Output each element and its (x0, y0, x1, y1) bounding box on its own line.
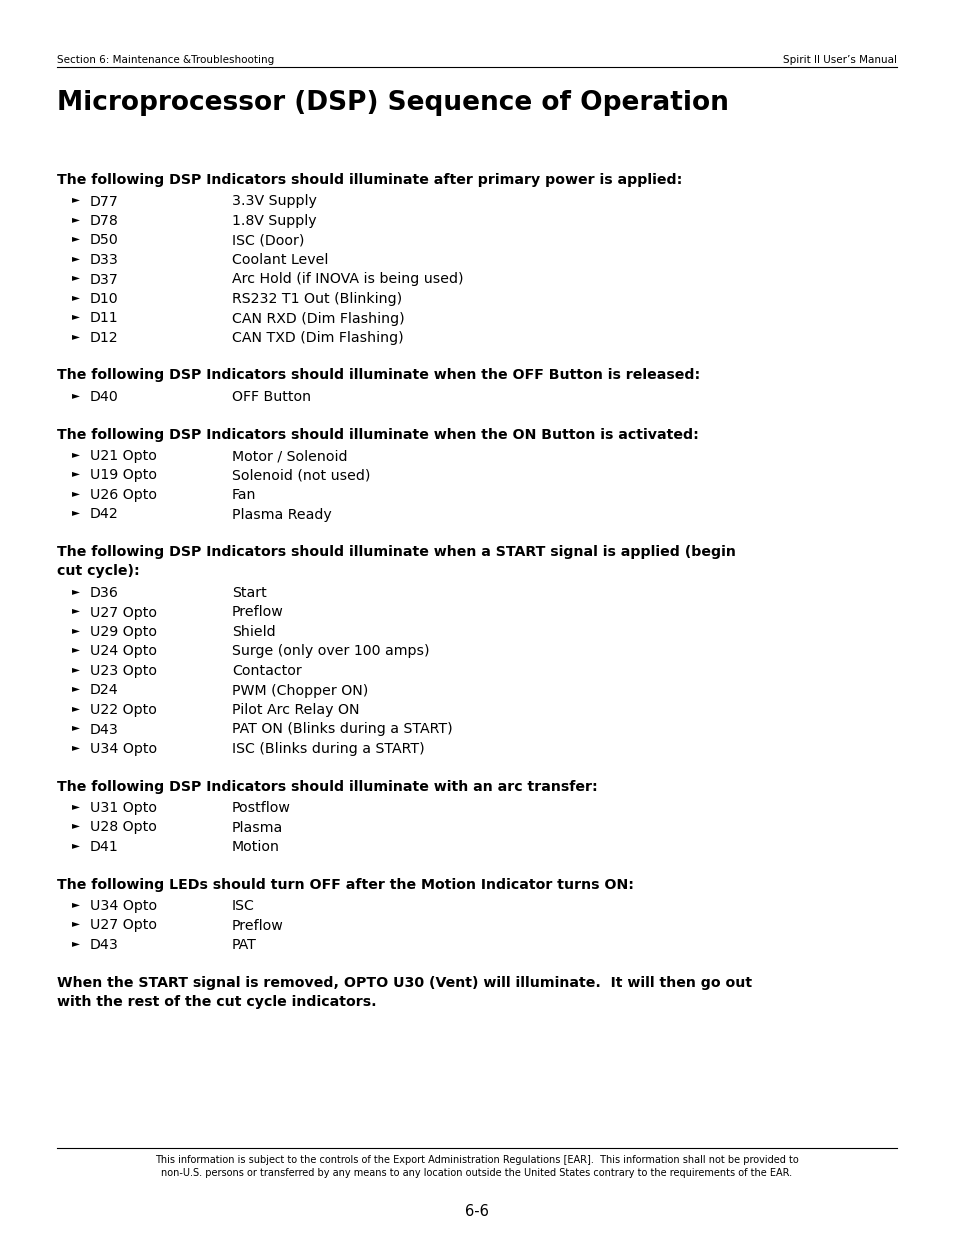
Text: U27 Opto: U27 Opto (90, 605, 157, 620)
Text: D42: D42 (90, 508, 118, 521)
Text: OFF Button: OFF Button (232, 390, 311, 404)
Text: Arc Hold (if INOVA is being used): Arc Hold (if INOVA is being used) (232, 273, 463, 287)
Text: ►: ► (71, 450, 80, 459)
Text: D36: D36 (90, 585, 119, 600)
Text: ►: ► (71, 214, 80, 224)
Text: D24: D24 (90, 683, 118, 698)
Text: Preflow: Preflow (232, 605, 283, 620)
Text: U24 Opto: U24 Opto (90, 645, 157, 658)
Text: U27 Opto: U27 Opto (90, 919, 157, 932)
Text: D11: D11 (90, 311, 118, 326)
Text: D10: D10 (90, 291, 118, 306)
Text: U22 Opto: U22 Opto (90, 703, 156, 718)
Text: PWM (Chopper ON): PWM (Chopper ON) (232, 683, 368, 698)
Text: ►: ► (71, 802, 80, 811)
Text: Preflow: Preflow (232, 919, 283, 932)
Text: cut cycle):: cut cycle): (57, 564, 139, 578)
Text: D12: D12 (90, 331, 118, 345)
Text: U29 Opto: U29 Opto (90, 625, 157, 638)
Text: ►: ► (71, 468, 80, 478)
Text: ISC (Blinks during a START): ISC (Blinks during a START) (232, 742, 424, 756)
Text: ►: ► (71, 899, 80, 909)
Text: ►: ► (71, 253, 80, 263)
Text: ►: ► (71, 605, 80, 615)
Text: Spirit II User’s Manual: Spirit II User’s Manual (782, 56, 896, 65)
Text: Postflow: Postflow (232, 802, 291, 815)
Text: 3.3V Supply: 3.3V Supply (232, 194, 316, 209)
Text: D43: D43 (90, 722, 119, 736)
Text: CAN TXD (Dim Flashing): CAN TXD (Dim Flashing) (232, 331, 403, 345)
Text: Surge (only over 100 amps): Surge (only over 100 amps) (232, 645, 429, 658)
Text: Section 6: Maintenance &Troubleshooting: Section 6: Maintenance &Troubleshooting (57, 56, 274, 65)
Text: U19 Opto: U19 Opto (90, 468, 157, 483)
Text: 1.8V Supply: 1.8V Supply (232, 214, 316, 228)
Text: ►: ► (71, 919, 80, 929)
Text: ►: ► (71, 625, 80, 635)
Text: 6-6: 6-6 (464, 1204, 489, 1219)
Text: ►: ► (71, 664, 80, 674)
Text: Pilot Arc Relay ON: Pilot Arc Relay ON (232, 703, 359, 718)
Text: D37: D37 (90, 273, 119, 287)
Text: Shield: Shield (232, 625, 275, 638)
Text: ISC: ISC (232, 899, 254, 913)
Text: ►: ► (71, 683, 80, 694)
Text: The following DSP Indicators should illuminate after primary power is applied:: The following DSP Indicators should illu… (57, 173, 681, 186)
Text: U31 Opto: U31 Opto (90, 802, 157, 815)
Text: Plasma: Plasma (232, 820, 283, 835)
Text: ►: ► (71, 939, 80, 948)
Text: Start: Start (232, 585, 267, 600)
Text: with the rest of the cut cycle indicators.: with the rest of the cut cycle indicator… (57, 995, 376, 1009)
Text: Contactor: Contactor (232, 664, 301, 678)
Text: D40: D40 (90, 390, 118, 404)
Text: PAT: PAT (232, 939, 256, 952)
Text: D33: D33 (90, 253, 119, 267)
Text: ►: ► (71, 194, 80, 205)
Text: The following LEDs should turn OFF after the Motion Indicator turns ON:: The following LEDs should turn OFF after… (57, 878, 634, 892)
Text: U23 Opto: U23 Opto (90, 664, 157, 678)
Text: RS232 T1 Out (Blinking): RS232 T1 Out (Blinking) (232, 291, 402, 306)
Text: The following DSP Indicators should illuminate when the OFF Button is released:: The following DSP Indicators should illu… (57, 368, 700, 383)
Text: Solenoid (not used): Solenoid (not used) (232, 468, 370, 483)
Text: ►: ► (71, 311, 80, 321)
Text: ►: ► (71, 703, 80, 713)
Text: D78: D78 (90, 214, 118, 228)
Text: non-U.S. persons or transferred by any means to any location outside the United : non-U.S. persons or transferred by any m… (161, 1168, 792, 1178)
Text: D43: D43 (90, 939, 119, 952)
Text: ►: ► (71, 508, 80, 517)
Text: U28 Opto: U28 Opto (90, 820, 156, 835)
Text: Plasma Ready: Plasma Ready (232, 508, 332, 521)
Text: U26 Opto: U26 Opto (90, 488, 157, 501)
Text: D77: D77 (90, 194, 119, 209)
Text: ISC (Door): ISC (Door) (232, 233, 304, 247)
Text: ►: ► (71, 488, 80, 498)
Text: Fan: Fan (232, 488, 256, 501)
Text: ►: ► (71, 742, 80, 752)
Text: ►: ► (71, 840, 80, 850)
Text: Motion: Motion (232, 840, 280, 853)
Text: The following DSP Indicators should illuminate with an arc transfer:: The following DSP Indicators should illu… (57, 779, 598, 794)
Text: CAN RXD (Dim Flashing): CAN RXD (Dim Flashing) (232, 311, 404, 326)
Text: Microprocessor (DSP) Sequence of Operation: Microprocessor (DSP) Sequence of Operati… (57, 90, 728, 116)
Text: Coolant Level: Coolant Level (232, 253, 328, 267)
Text: ►: ► (71, 390, 80, 400)
Text: The following DSP Indicators should illuminate when the ON Button is activated:: The following DSP Indicators should illu… (57, 427, 699, 441)
Text: ►: ► (71, 645, 80, 655)
Text: Motor / Solenoid: Motor / Solenoid (232, 450, 347, 463)
Text: ►: ► (71, 722, 80, 732)
Text: This information is subject to the controls of the Export Administration Regulat: This information is subject to the contr… (155, 1155, 798, 1165)
Text: D50: D50 (90, 233, 118, 247)
Text: ►: ► (71, 585, 80, 597)
Text: ►: ► (71, 331, 80, 341)
Text: U21 Opto: U21 Opto (90, 450, 156, 463)
Text: When the START signal is removed, OPTO U30 (Vent) will illuminate.  It will then: When the START signal is removed, OPTO U… (57, 976, 751, 989)
Text: ►: ► (71, 291, 80, 303)
Text: ►: ► (71, 273, 80, 283)
Text: PAT ON (Blinks during a START): PAT ON (Blinks during a START) (232, 722, 452, 736)
Text: ►: ► (71, 233, 80, 243)
Text: U34 Opto: U34 Opto (90, 742, 157, 756)
Text: D41: D41 (90, 840, 118, 853)
Text: ►: ► (71, 820, 80, 830)
Text: U34 Opto: U34 Opto (90, 899, 157, 913)
Text: The following DSP Indicators should illuminate when a START signal is applied (b: The following DSP Indicators should illu… (57, 545, 735, 559)
